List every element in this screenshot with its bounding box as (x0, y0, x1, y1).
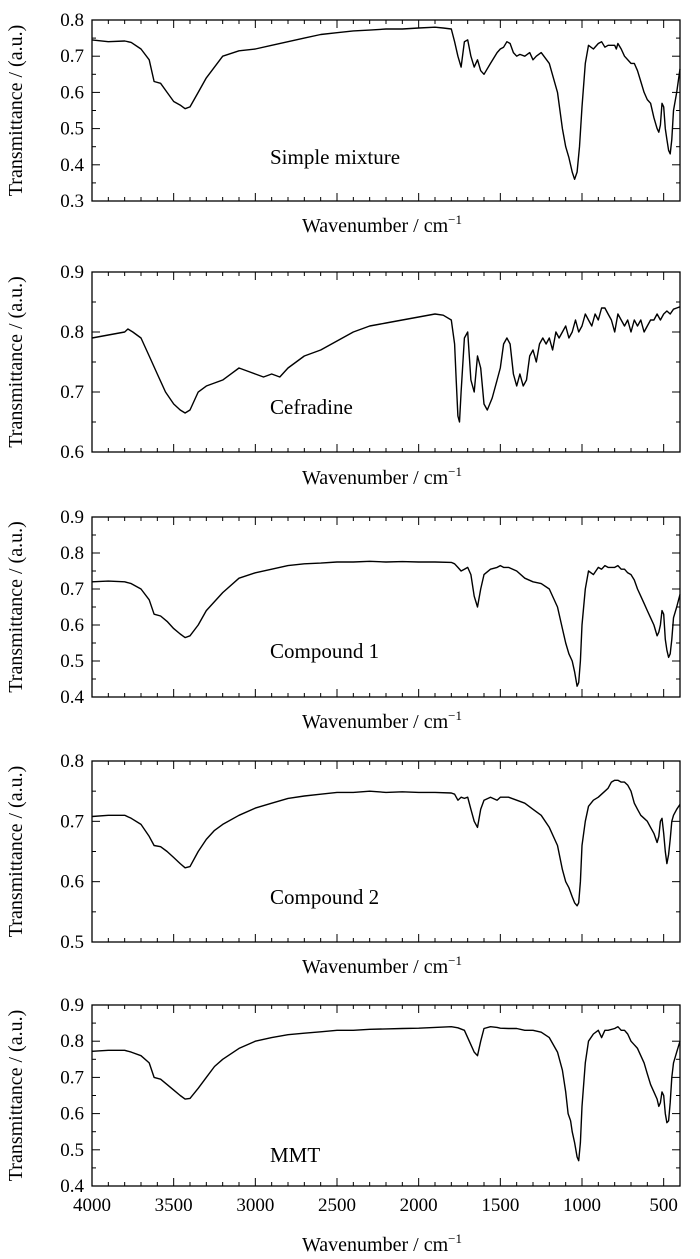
y-tick-label: 0.9 (60, 262, 84, 283)
y-tick-label: 0.9 (60, 507, 84, 528)
y-tick-label: 0.7 (60, 579, 84, 600)
y-tick-label: 0.8 (60, 322, 84, 343)
y-axis-title: Transmittance / (a.u.) (5, 1010, 27, 1181)
x-tick-label: 4000 (73, 1195, 111, 1216)
y-tick-label: 0.5 (60, 1140, 84, 1161)
x-axis-title-text: Wavenumber / cm (302, 956, 449, 978)
x-tick-label: 3000 (236, 1195, 274, 1216)
x-axis-title-superscript: −1 (448, 464, 462, 479)
spectrum-line (91, 26, 681, 181)
y-axis-title: Transmittance / (a.u.) (5, 276, 27, 447)
x-axis-title-superscript: −1 (448, 708, 462, 723)
y-tick-label: 0.6 (60, 442, 84, 463)
x-axis-title-superscript: −1 (448, 1231, 462, 1246)
sample-label: Compound 2 (270, 885, 379, 909)
sample-label: Simple mixture (270, 145, 400, 169)
y-tick-label: 0.6 (60, 615, 84, 636)
chart-panel-5: 0.4 0.5 0.6 0.7 0.8 0.9 4000 3500 3000 2500 2000 15… (5, 995, 681, 1256)
x-axis-title-text: Wavenumber / cm (302, 467, 449, 489)
x-tick-label: 2500 (318, 1195, 356, 1216)
y-tick-label: 0.8 (60, 1031, 84, 1052)
x-tick-label: 1000 (563, 1195, 601, 1216)
spectrum-line (91, 779, 681, 907)
x-tick-label: 3500 (155, 1195, 193, 1216)
spectrum-line (91, 306, 681, 423)
y-tick-label: 0.5 (60, 651, 84, 672)
y-tick-label: 0.4 (60, 155, 84, 176)
y-tick-label: 0.6 (60, 1104, 84, 1125)
sample-label: Cefradine (270, 395, 353, 419)
y-axis-title: Transmittance / (a.u.) (5, 521, 27, 692)
x-axis-title-superscript: −1 (448, 953, 462, 968)
x-axis-title: Wavenumber / cm−1 (302, 212, 462, 237)
sample-label: MMT (270, 1143, 320, 1167)
x-axis-title-text: Wavenumber / cm (302, 1234, 449, 1256)
x-axis-title: Wavenumber / cm−1 (302, 953, 462, 978)
y-tick-label: 0.6 (60, 82, 84, 103)
y-tick-label: 0.7 (60, 46, 84, 67)
y-tick-label: 0.4 (60, 687, 84, 708)
x-axis-title: Wavenumber / cm−1 (302, 464, 462, 489)
plot-frame (91, 516, 681, 698)
x-tick-label: 500 (649, 1195, 678, 1216)
y-tick-label: 0.7 (60, 382, 84, 403)
x-axis-title-text: Wavenumber / cm (302, 215, 449, 237)
y-tick-label: 0.5 (60, 119, 84, 140)
chart-panel-1: 0.3 0.4 0.5 0.6 0.7 0.8 Wavenumber / cm−1 Trans… (5, 10, 681, 237)
y-tick-label: 0.7 (60, 811, 84, 832)
chart-panel-4: 0.5 0.6 0.7 0.8 Wavenumber / cm−1 Transmittan… (5, 751, 681, 978)
x-axis-title: Wavenumber / cm−1 (302, 708, 462, 733)
plot-frame (91, 760, 681, 943)
y-tick-label: 0.4 (60, 1176, 84, 1197)
sample-label: Compound 1 (270, 639, 379, 663)
y-tick-label: 0.8 (60, 751, 84, 772)
chart-panel-2: 0.6 0.7 0.8 0.9 Wavenumber / cm−1 Transmittan… (5, 262, 681, 489)
x-axis-title: Wavenumber / cm−1 (302, 1231, 462, 1256)
x-tick-label: 2000 (400, 1195, 438, 1216)
spectrum-line (91, 1025, 681, 1162)
y-tick-label: 0.9 (60, 995, 84, 1016)
spectrum-line (91, 560, 681, 687)
x-axis-title-superscript: −1 (448, 212, 462, 227)
x-tick-label: 1500 (481, 1195, 519, 1216)
y-tick-label: 0.7 (60, 1067, 84, 1088)
y-axis-title: Transmittance / (a.u.) (5, 766, 27, 937)
y-axis-title: Transmittance / (a.u.) (5, 25, 27, 196)
y-tick-label: 0.8 (60, 543, 84, 564)
x-axis-title-text: Wavenumber / cm (302, 711, 449, 733)
y-tick-label: 0.5 (60, 932, 84, 953)
y-tick-label: 0.6 (60, 872, 84, 893)
plot-frame (91, 271, 681, 453)
y-tick-label: 0.8 (60, 10, 84, 31)
chart-panel-3: 0.4 0.5 0.6 0.7 0.8 0.9 Wavenumber / cm−1 Trans… (5, 507, 681, 733)
y-tick-label: 0.3 (60, 191, 84, 212)
